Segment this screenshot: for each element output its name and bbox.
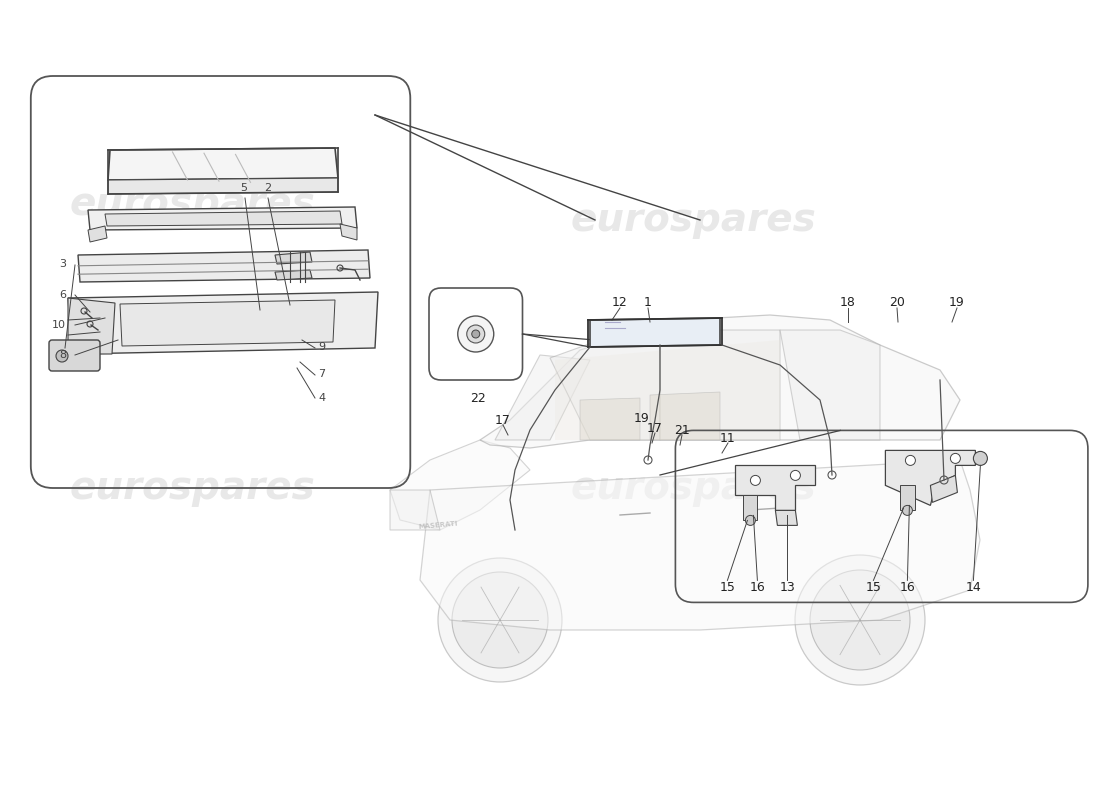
Circle shape [438, 558, 562, 682]
Text: MASERATI: MASERATI [418, 520, 458, 530]
Polygon shape [120, 300, 336, 346]
Polygon shape [78, 250, 370, 282]
Text: 15: 15 [866, 581, 881, 594]
Polygon shape [390, 440, 530, 530]
Polygon shape [108, 178, 338, 194]
Text: 19: 19 [949, 297, 965, 310]
Circle shape [810, 570, 910, 670]
Text: 17: 17 [647, 422, 663, 434]
Text: eurospares: eurospares [570, 201, 816, 239]
Circle shape [472, 330, 480, 338]
Text: 22: 22 [470, 392, 485, 405]
Polygon shape [590, 318, 720, 347]
Text: 5: 5 [241, 183, 248, 193]
Polygon shape [68, 298, 116, 354]
Text: 20: 20 [889, 297, 905, 310]
Polygon shape [580, 398, 640, 440]
Text: 18: 18 [840, 297, 856, 310]
Text: 19: 19 [634, 411, 650, 425]
Text: 2: 2 [264, 183, 272, 193]
Text: 6: 6 [59, 290, 66, 300]
Text: 14: 14 [966, 581, 981, 594]
Circle shape [791, 470, 801, 480]
Polygon shape [931, 475, 957, 502]
Text: 12: 12 [612, 297, 628, 310]
Polygon shape [108, 148, 338, 180]
Circle shape [750, 475, 760, 486]
Text: 7: 7 [318, 369, 326, 379]
Polygon shape [901, 486, 915, 510]
Polygon shape [744, 495, 758, 521]
Polygon shape [480, 315, 960, 448]
Circle shape [458, 316, 494, 352]
Polygon shape [776, 510, 798, 526]
Polygon shape [650, 392, 721, 440]
Text: 1: 1 [645, 297, 652, 310]
Text: 10: 10 [52, 320, 66, 330]
Circle shape [56, 350, 68, 362]
Circle shape [950, 454, 960, 463]
Polygon shape [104, 211, 342, 226]
Polygon shape [660, 330, 780, 440]
Text: eurospares: eurospares [570, 469, 816, 507]
Text: 4: 4 [318, 393, 326, 403]
Text: eurospares: eurospares [69, 185, 316, 223]
Text: 16: 16 [900, 581, 915, 594]
Circle shape [974, 451, 988, 466]
Text: 8: 8 [59, 350, 66, 360]
Text: 15: 15 [719, 581, 735, 594]
Text: 16: 16 [749, 581, 766, 594]
Polygon shape [550, 340, 660, 440]
Text: 17: 17 [495, 414, 510, 426]
Polygon shape [340, 224, 358, 240]
Polygon shape [736, 466, 815, 510]
Polygon shape [390, 490, 440, 530]
Polygon shape [88, 226, 107, 242]
Text: 11: 11 [720, 431, 736, 445]
Circle shape [902, 506, 912, 515]
Polygon shape [275, 270, 312, 280]
Text: 13: 13 [780, 581, 795, 594]
Polygon shape [275, 252, 312, 264]
Circle shape [452, 572, 548, 668]
Polygon shape [780, 330, 880, 440]
Circle shape [746, 515, 756, 526]
Polygon shape [886, 450, 976, 506]
Circle shape [466, 325, 485, 343]
Text: eurospares: eurospares [69, 469, 316, 507]
Polygon shape [88, 207, 358, 230]
Text: 21: 21 [674, 423, 690, 437]
Polygon shape [556, 340, 780, 440]
Text: 9: 9 [318, 342, 326, 352]
Text: 3: 3 [59, 259, 66, 269]
Polygon shape [420, 460, 980, 630]
FancyBboxPatch shape [50, 340, 100, 371]
Circle shape [795, 555, 925, 685]
Polygon shape [495, 355, 590, 440]
Circle shape [905, 455, 915, 466]
Polygon shape [68, 292, 378, 354]
